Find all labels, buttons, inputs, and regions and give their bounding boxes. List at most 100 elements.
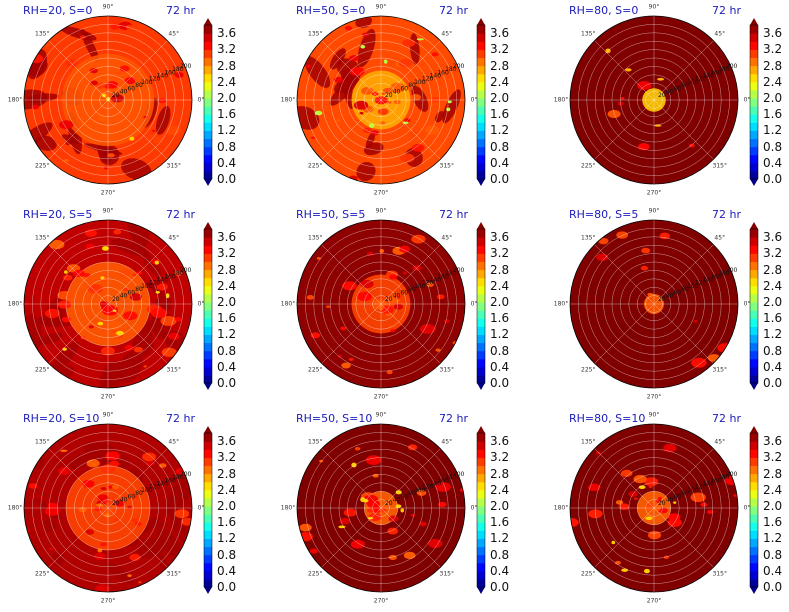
field-hotspot (129, 136, 135, 141)
field-patch (100, 542, 108, 547)
panel-6: RH=80, S=5 72 hr 20 40 60 80 100 120 140 160 180 20… (546, 204, 789, 408)
field-patch (98, 116, 107, 122)
angle-label: 0° (197, 96, 205, 104)
colorbar-bin (750, 562, 758, 572)
polar-boundary (569, 219, 739, 389)
angle-label: 270° (646, 189, 662, 197)
field-patch (29, 58, 48, 77)
colorbar-tick-label: 2.8 (763, 262, 783, 277)
radial-label: 100 (141, 487, 153, 494)
field-patch (63, 274, 73, 281)
radial-label: 180 (172, 66, 184, 73)
angle-label: 0° (197, 504, 205, 512)
colorbar-extend-max (750, 222, 758, 229)
colorbar-tick-label: 0.0 (490, 580, 510, 594)
colorbar-bin (204, 170, 212, 180)
colorbar-bin (204, 318, 212, 327)
colorbar-bin (750, 514, 758, 523)
grid-spoke (321, 507, 382, 568)
field-patch (408, 130, 420, 138)
field-hotspot (360, 497, 366, 503)
colorbar-bin (204, 277, 212, 287)
field-patch (363, 142, 384, 156)
colorbar-bin (204, 514, 212, 523)
field-patch (598, 237, 609, 245)
angle-label: 0° (470, 504, 478, 512)
field-hotspot (621, 568, 629, 572)
field-patch (435, 348, 441, 352)
colorbar-bin (477, 57, 485, 67)
colorbar-bin (204, 334, 212, 344)
colorbar-bin (750, 433, 758, 442)
angle-label: 0° (743, 504, 751, 512)
field-patch (29, 54, 44, 64)
angle-label: 225° (35, 162, 50, 170)
radial-label: 60 (400, 493, 408, 500)
angle-label: 0° (197, 300, 205, 308)
polar-field (297, 16, 465, 184)
colorbar-tick-label: 1.6 (763, 311, 783, 326)
colorbar-tick-label: 0.8 (763, 139, 783, 154)
grid-spoke (321, 303, 382, 364)
grid-spoke (107, 303, 168, 364)
field-patch (65, 132, 80, 146)
field-patch (419, 521, 427, 527)
colorbar-bin (204, 65, 212, 75)
angle-label: 180° (280, 96, 296, 104)
grid-spoke (380, 507, 441, 568)
field-hotspot (64, 270, 68, 274)
field-hotspot (338, 525, 346, 529)
colorbar-tick-label: 0.8 (490, 343, 510, 358)
colorbar-bin (477, 245, 485, 254)
field-patch (102, 305, 119, 316)
field-patch (436, 294, 445, 300)
colorbar-tick-label: 1.6 (217, 311, 237, 326)
panel-8: RH=50, S=10 72 hr 20 40 60 80 100 120 140 160 180 2… (273, 408, 536, 612)
radial-label: 60 (673, 85, 681, 92)
colorbar-frame (203, 228, 213, 384)
radial-label: 200 (180, 267, 192, 274)
colorbar-tick-label: 0.4 (763, 359, 783, 374)
field-patch (402, 271, 408, 275)
angle-label: 180° (7, 96, 23, 104)
colorbar-frame (749, 432, 759, 588)
colorbar-bin (204, 146, 212, 156)
colorbar-bin (204, 293, 212, 303)
angle-label: 270° (373, 393, 389, 401)
radial-label: 120 (695, 76, 707, 83)
colorbar-bin (204, 497, 212, 507)
grid-spoke (48, 99, 109, 160)
field-patch (365, 131, 376, 150)
colorbar-bin (477, 554, 485, 564)
radial-label: 20 (658, 92, 666, 99)
grid-spoke (107, 448, 168, 509)
colorbar-bin (204, 229, 212, 238)
colorbar-bin (750, 229, 758, 238)
field-patch (105, 451, 120, 461)
radial-label: 200 (453, 471, 465, 478)
radial-label: 40 (120, 497, 128, 504)
colorbar-bin (477, 342, 485, 352)
colorbar-tick-label: 3.2 (763, 246, 783, 261)
panel-title: RH=20, S=10 (23, 412, 100, 425)
angle-label: 315° (166, 162, 181, 170)
radial-label: 60 (127, 289, 135, 296)
radial-label: 140 (157, 276, 169, 283)
field-patch (144, 133, 157, 141)
grid-spoke (107, 507, 168, 568)
field-patch (336, 119, 341, 123)
angle-label: 270° (100, 393, 116, 401)
field-patch (59, 26, 97, 41)
colorbar-tick-label: 3.2 (217, 246, 237, 261)
colorbar-bin (204, 57, 212, 67)
colorbar-bin (750, 285, 758, 295)
field-patch (152, 129, 156, 132)
colorbar-tick-label: 3.6 (217, 230, 237, 245)
field-patch (161, 347, 177, 357)
field-hotspot (100, 276, 105, 280)
colorbar-tick-label: 0.4 (763, 563, 783, 578)
field-patch (693, 319, 698, 323)
polar-boundary (296, 15, 466, 185)
field-patch (618, 503, 630, 511)
field-hotspot (647, 292, 654, 296)
